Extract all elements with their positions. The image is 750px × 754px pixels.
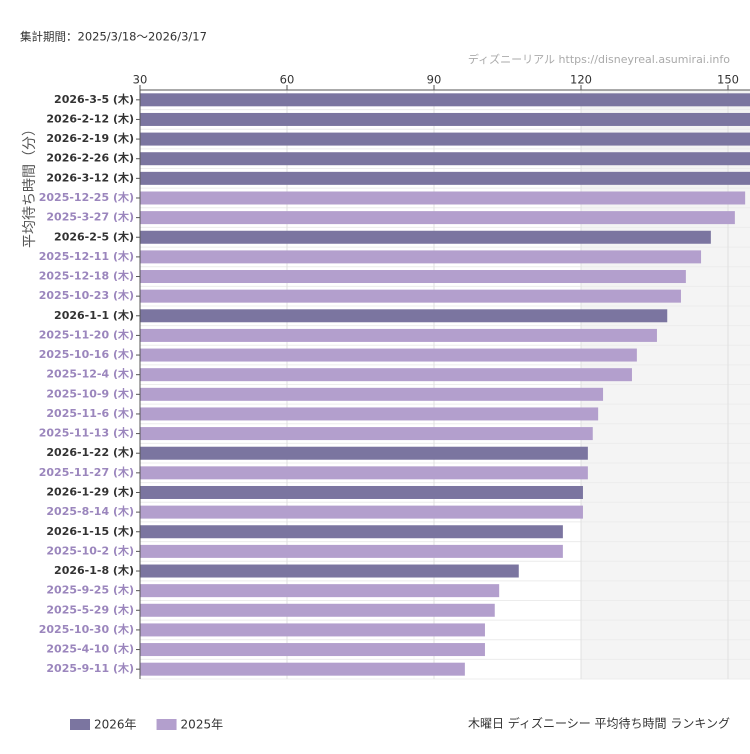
y-tick-label: 2026-2-5 (木) <box>54 229 134 243</box>
bar <box>140 230 711 244</box>
y-tick-label: 2025-11-6 (木) <box>46 406 134 420</box>
legend-swatch <box>70 719 90 730</box>
bar <box>140 250 702 264</box>
x-tick-label: 90 <box>427 73 442 87</box>
bar <box>140 132 750 146</box>
bar <box>140 191 746 205</box>
y-tick-label: 2026-3-12 (木) <box>46 170 134 184</box>
bar <box>140 584 500 598</box>
y-tick-label: 2026-3-5 (木) <box>54 92 134 106</box>
bar <box>140 623 485 637</box>
y-tick-label: 2025-3-27 (木) <box>46 210 134 224</box>
bar <box>140 662 465 676</box>
bar <box>140 387 604 401</box>
legend-swatch <box>156 719 177 730</box>
bar <box>140 348 637 362</box>
bar <box>140 112 750 126</box>
bar <box>140 407 599 421</box>
y-tick-label: 2025-10-16 (木) <box>39 347 134 361</box>
bar <box>140 289 681 303</box>
x-tick-label: 150 <box>717 73 739 87</box>
x-tick-label: 120 <box>570 73 592 87</box>
source: ディズニーリアル https://disneyreal.asumirai.inf… <box>468 52 730 66</box>
bar <box>140 211 735 225</box>
y-axis-label: 平均待ち時間（分） <box>22 122 38 248</box>
y-tick-label: 2025-8-14 (木) <box>46 504 134 518</box>
y-tick-label: 2026-1-1 (木) <box>54 308 134 322</box>
bar <box>140 446 588 460</box>
y-tick-label: 2025-9-11 (木) <box>46 661 134 675</box>
bar <box>140 93 750 107</box>
bar <box>140 270 686 284</box>
x-tick-label: 30 <box>133 73 148 87</box>
y-tick-label: 2025-12-25 (木) <box>39 190 134 204</box>
y-tick-label: 2026-2-12 (木) <box>46 111 134 125</box>
bar <box>140 643 485 657</box>
y-tick-label: 2025-12-11 (木) <box>39 249 134 263</box>
y-tick-label: 2025-5-29 (木) <box>46 602 134 616</box>
bar <box>140 466 588 480</box>
x-tick-label: 60 <box>280 73 295 87</box>
period: 集計期間：2025/3/18〜2026/3/17 <box>20 30 207 44</box>
y-tick-label: 2025-10-30 (木) <box>39 622 134 636</box>
y-tick-label: 2025-11-27 (木) <box>39 465 134 479</box>
chart-title: 木曜日 ディズニーシー 平均待ち時間 ランキング <box>468 716 730 731</box>
bar <box>140 171 750 185</box>
plot-area <box>140 89 750 680</box>
bar <box>140 328 657 342</box>
bar <box>140 603 495 617</box>
y-tick-label: 2025-10-9 (木) <box>46 386 134 400</box>
y-tick-label: 2025-9-25 (木) <box>46 583 134 597</box>
y-tick-label: 2026-2-19 (木) <box>46 131 134 145</box>
bar <box>140 525 563 539</box>
y-tick-label: 2026-1-15 (木) <box>46 524 134 538</box>
y-tick-label: 2026-1-29 (木) <box>46 484 134 498</box>
bar <box>140 505 583 519</box>
bar <box>140 544 563 558</box>
bar <box>140 368 632 382</box>
bar <box>140 152 750 166</box>
y-tick-label: 2025-10-2 (木) <box>46 543 134 557</box>
y-tick-label: 2026-1-8 (木) <box>54 563 134 577</box>
y-tick-label: 2026-1-22 (木) <box>46 445 134 459</box>
y-tick-label: 2026-2-26 (木) <box>46 151 134 165</box>
bar <box>140 309 668 323</box>
y-tick-label: 2025-11-13 (木) <box>39 426 134 440</box>
y-tick-label: 2025-12-18 (木) <box>39 269 134 283</box>
y-tick-label: 2025-11-20 (木) <box>39 327 134 341</box>
bar <box>140 564 519 578</box>
legend-label: 2026年 <box>94 718 137 732</box>
y-tick-label: 2025-10-23 (木) <box>39 288 134 302</box>
y-tick-label: 2025-4-10 (木) <box>46 642 134 656</box>
bar <box>140 427 593 441</box>
legend-label: 2025年 <box>181 718 224 732</box>
y-tick-label: 2025-12-4 (木) <box>46 367 134 381</box>
bar <box>140 485 583 499</box>
